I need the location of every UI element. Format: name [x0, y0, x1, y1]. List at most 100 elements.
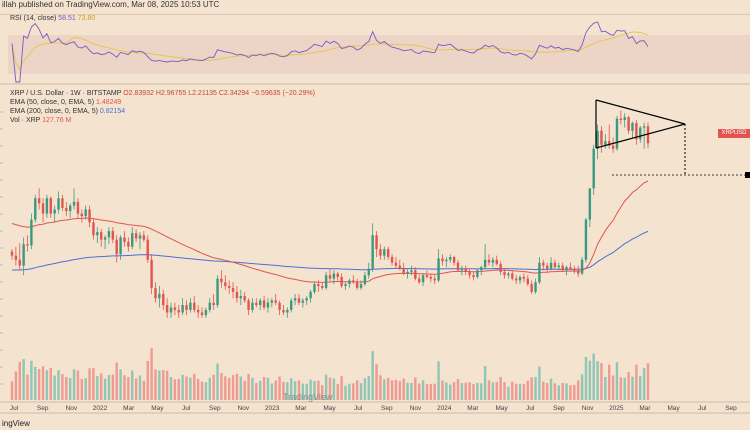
candle-body	[243, 296, 245, 300]
volume-bar	[22, 359, 24, 400]
volume-bar	[375, 364, 377, 400]
volume-bar	[100, 373, 102, 400]
candle-body	[271, 300, 273, 302]
candle-body	[546, 266, 548, 269]
volume-bar	[263, 377, 265, 400]
volume-bar	[530, 377, 532, 400]
volume-bar	[278, 377, 280, 400]
candle-body	[554, 263, 556, 267]
candle-body	[22, 244, 24, 265]
volume-bar	[465, 383, 467, 400]
volume-bar	[220, 373, 222, 400]
candle-body	[496, 260, 498, 264]
volume-bar	[81, 379, 83, 400]
candle-body	[158, 294, 160, 298]
time-tick-label: Jul	[698, 405, 707, 412]
volume-bar	[255, 383, 257, 400]
time-tick-label: May	[667, 405, 680, 412]
time-tick-label: Sep	[725, 405, 737, 412]
volume-bar	[422, 380, 424, 400]
candle-body	[445, 260, 447, 261]
candle-body	[205, 310, 207, 315]
candle-body	[538, 263, 540, 283]
candle-body	[57, 198, 59, 209]
candle-body	[321, 286, 323, 288]
volume-bar	[147, 361, 149, 400]
ema200-legend[interactable]: EMA (200, close, 0, EMA, 5) 0.82154	[10, 107, 315, 116]
volume-bar	[34, 367, 36, 400]
candle-body	[476, 270, 478, 277]
candle-body	[197, 310, 199, 313]
volume-bar	[77, 370, 79, 400]
candle-body	[286, 310, 288, 313]
legend-title-row: XRP / U.S. Dollar · 1W · BITSTAMP O2.839…	[10, 89, 315, 98]
volume-bar	[604, 377, 606, 400]
candle-body	[585, 220, 587, 260]
volume-bar	[371, 351, 373, 400]
volume-bar	[639, 376, 641, 400]
ema50-legend[interactable]: EMA (50, close, 0, EMA, 5) 1.48249	[10, 98, 315, 107]
volume-bar	[550, 379, 552, 400]
volume-bar	[402, 379, 404, 400]
candle-body	[379, 249, 381, 255]
volume-bar	[88, 368, 90, 400]
candle-body	[472, 275, 474, 277]
volume-bar	[251, 378, 253, 400]
candle-body	[42, 203, 44, 213]
time-tick-label: Jul	[182, 405, 191, 412]
candle-body	[596, 131, 598, 149]
time-tick-label: Nov	[66, 405, 78, 412]
time-tick-label: Sep	[209, 405, 221, 412]
symbol-title[interactable]: XRP / U.S. Dollar · 1W · BITSTAMP	[10, 90, 121, 97]
candle-body	[499, 264, 501, 272]
candle-body	[212, 303, 214, 305]
candle-body	[577, 270, 579, 273]
candle-body	[104, 237, 106, 239]
candle-body	[26, 244, 28, 245]
volume-bar	[92, 368, 94, 400]
price-axis-symbol-tag: XRPUSD	[718, 129, 750, 138]
candle-body	[453, 257, 455, 263]
volume-bar	[11, 381, 13, 400]
time-tick-label: Mar	[467, 405, 479, 412]
volume-bar	[515, 384, 517, 400]
candle-body	[511, 274, 513, 279]
time-tick-label: 2023	[265, 405, 280, 412]
candle-body	[624, 117, 626, 120]
candle-body	[96, 232, 98, 235]
volume-bar	[119, 369, 121, 400]
volume-bar	[162, 370, 164, 400]
candle-body	[333, 274, 335, 279]
volume-bar	[395, 380, 397, 400]
header-divider	[0, 14, 750, 15]
volume-bar	[26, 375, 28, 400]
candle-body	[275, 300, 277, 302]
candle-body	[147, 240, 149, 260]
volume-bar	[620, 377, 622, 400]
volume-bar	[406, 383, 408, 400]
candle-body	[290, 300, 292, 309]
volume-bar	[391, 380, 393, 400]
candle-body	[317, 284, 319, 286]
candle-body	[224, 282, 226, 286]
candle-body	[61, 198, 63, 208]
candle-body	[216, 279, 218, 305]
candle-body	[437, 258, 439, 280]
candle-body	[344, 284, 346, 286]
volume-bar	[468, 382, 470, 400]
candle-body	[484, 260, 486, 267]
volume-bar	[635, 365, 637, 400]
volume-bar	[418, 383, 420, 400]
candle-body	[30, 220, 32, 246]
volume-bar	[178, 379, 180, 400]
volume-bar	[445, 382, 447, 400]
candle-body	[402, 269, 404, 274]
time-tick-label: May	[151, 405, 164, 412]
candle-body	[600, 131, 602, 145]
volume-legend[interactable]: Vol · XRP 127.76 M	[10, 116, 315, 125]
candle-body	[306, 298, 308, 300]
candle-body	[542, 263, 544, 266]
candle-body	[461, 269, 463, 271]
candle-body	[639, 128, 641, 140]
